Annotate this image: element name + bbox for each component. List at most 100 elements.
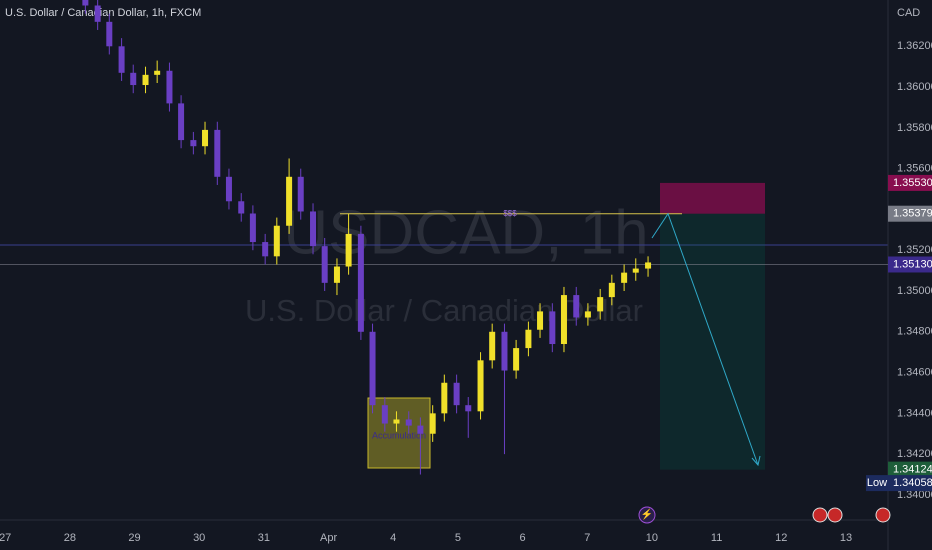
candle-body — [393, 419, 400, 424]
x-tick-label: 28 — [64, 532, 76, 544]
candle-body — [333, 266, 340, 283]
price-label-bg — [888, 461, 932, 478]
candle-body — [632, 268, 639, 273]
currency-label: CAD — [897, 7, 920, 19]
candle-body — [429, 413, 436, 434]
y-tick-label: 1.34600 — [897, 366, 932, 378]
candle-body — [381, 405, 388, 424]
y-tick-label: 1.34800 — [897, 326, 932, 338]
candle-body — [405, 419, 412, 426]
y-tick-label: 1.34400 — [897, 407, 932, 419]
candle-body — [118, 46, 125, 73]
price-label: 1.35130 — [893, 258, 932, 270]
candle-body — [573, 295, 580, 318]
stop-zone — [660, 182, 765, 214]
trade-arrow — [651, 212, 759, 466]
x-tick-label: 10 — [646, 532, 658, 544]
y-tick-label: 1.34200 — [897, 448, 932, 460]
event-flag[interactable] — [827, 507, 843, 523]
x-tick-label: 7 — [584, 532, 590, 544]
candle-body — [142, 74, 149, 86]
x-tick-label: 13 — [840, 532, 852, 544]
liquidity-label: $$$ — [503, 209, 517, 218]
candle-body — [345, 233, 352, 267]
candle-body — [441, 382, 448, 414]
candle-body — [608, 282, 615, 298]
x-tick-label: 12 — [775, 532, 787, 544]
candle-body — [166, 70, 173, 104]
price-label-bg — [888, 174, 932, 191]
candle-body — [501, 331, 508, 371]
price-label-bg — [888, 475, 932, 492]
price-tag: Low — [867, 477, 887, 489]
candle-body — [130, 72, 137, 86]
candle-body — [286, 176, 293, 226]
trade-arrow-head — [751, 455, 761, 467]
candle-body — [214, 129, 221, 177]
y-tick-label: 1.35800 — [897, 122, 932, 134]
event-flag[interactable] — [875, 507, 891, 523]
y-tick-label: 1.35200 — [897, 244, 932, 256]
candle-body — [525, 329, 532, 349]
price-label: 1.34058 — [893, 477, 932, 489]
candle-body — [560, 295, 567, 345]
candle-body — [190, 140, 197, 147]
x-tick-label: Apr — [320, 532, 337, 544]
price-label-bg — [888, 205, 932, 222]
event-flag[interactable] — [812, 507, 828, 523]
candle-body — [477, 360, 484, 412]
candle-body — [262, 242, 269, 257]
event-icon-glyph: ⚡ — [641, 508, 653, 521]
candle-body — [154, 70, 161, 75]
y-tick-label: 1.36200 — [897, 40, 932, 52]
price-label-bg — [888, 256, 932, 273]
candle-body — [82, 0, 89, 6]
x-tick-label: 31 — [258, 532, 270, 544]
x-tick-label: 4 — [390, 532, 396, 544]
candle-body — [369, 331, 376, 406]
candle-body — [537, 311, 544, 330]
watermark-symbol: USDCAD, 1h — [283, 198, 648, 267]
candle-body — [297, 176, 304, 212]
price-tag-bg — [866, 475, 888, 492]
y-tick-label: 1.36000 — [897, 81, 932, 93]
candle-body — [321, 246, 328, 283]
x-tick-label: 6 — [520, 532, 526, 544]
chart-title: U.S. Dollar / Canadian Dollar, 1h, FXCM — [5, 7, 201, 19]
price-label: 1.35379 — [893, 208, 932, 220]
candle-body — [489, 331, 496, 361]
candle-body — [417, 425, 424, 434]
target-zone — [660, 213, 765, 470]
candle-body — [621, 272, 628, 283]
candle-body — [238, 201, 245, 214]
x-tick-label: 11 — [711, 532, 722, 544]
candle-body — [202, 129, 209, 147]
candle-body — [178, 103, 185, 141]
candle-body — [225, 176, 232, 202]
candle-body — [584, 311, 591, 318]
price-label: 1.34124 — [893, 464, 932, 476]
price-label: 1.35530 — [893, 177, 932, 189]
y-tick-label: 1.35000 — [897, 285, 932, 297]
candle-body — [310, 211, 317, 247]
x-tick-label: 29 — [128, 532, 140, 544]
watermark-name: U.S. Dollar / Canadian Dollar — [245, 293, 643, 328]
candle-body — [513, 348, 520, 371]
candle-body — [549, 311, 556, 345]
candle-body — [465, 405, 472, 412]
candle-body — [249, 213, 256, 243]
candle-body — [94, 5, 101, 22]
y-tick-label: 1.35600 — [897, 163, 932, 175]
y-tick-label: 1.34000 — [897, 489, 932, 501]
range-box-label: Accumulation — [372, 430, 426, 440]
x-tick-label: 27 — [0, 532, 11, 544]
candle-body — [106, 21, 113, 47]
candle-body — [645, 262, 652, 269]
candle-body — [597, 297, 604, 312]
candle-body — [357, 233, 364, 332]
event-icon[interactable] — [638, 506, 656, 524]
candle-body — [453, 382, 460, 406]
candle-body — [273, 225, 280, 257]
